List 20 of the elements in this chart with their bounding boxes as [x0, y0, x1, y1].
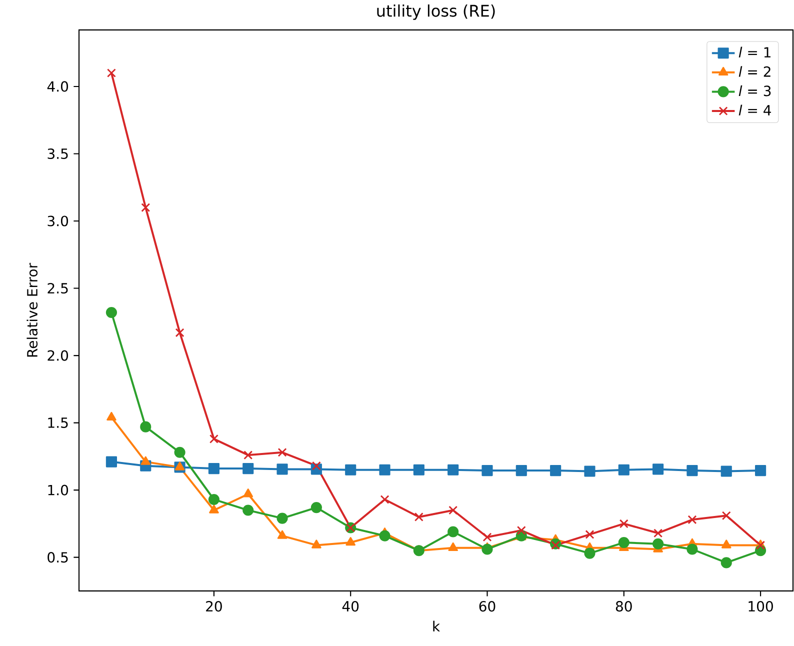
y-tick-label: 0.5 [48, 552, 68, 563]
y-tick-label: 1.0 [48, 484, 68, 496]
x-tick-label: 40 [342, 601, 359, 612]
x-tick-label: 20 [206, 601, 222, 612]
x-tick-label: 80 [616, 601, 632, 612]
x-tick-label: 100 [748, 601, 773, 612]
legend-label: l = 1 [738, 46, 770, 58]
legend-label: l = 4 [738, 104, 771, 116]
y-tick-label: 3.0 [48, 216, 68, 226]
y-tick-label: 2.0 [48, 350, 68, 361]
chart-title: utility loss (RE) [377, 4, 495, 20]
legend-label: l = 3 [738, 85, 771, 96]
legend-label: l = 2 [738, 66, 770, 77]
y-tick-label: 2.5 [48, 282, 68, 294]
y-tick-label: 4.0 [47, 81, 68, 92]
y-tick-label: 1.5 [48, 418, 68, 428]
x-tick-label: 60 [479, 601, 496, 612]
x-axis-title: k [433, 620, 440, 632]
y-axis-title: Relative Error [26, 262, 38, 357]
y-tick-label: 3.5 [48, 148, 68, 160]
